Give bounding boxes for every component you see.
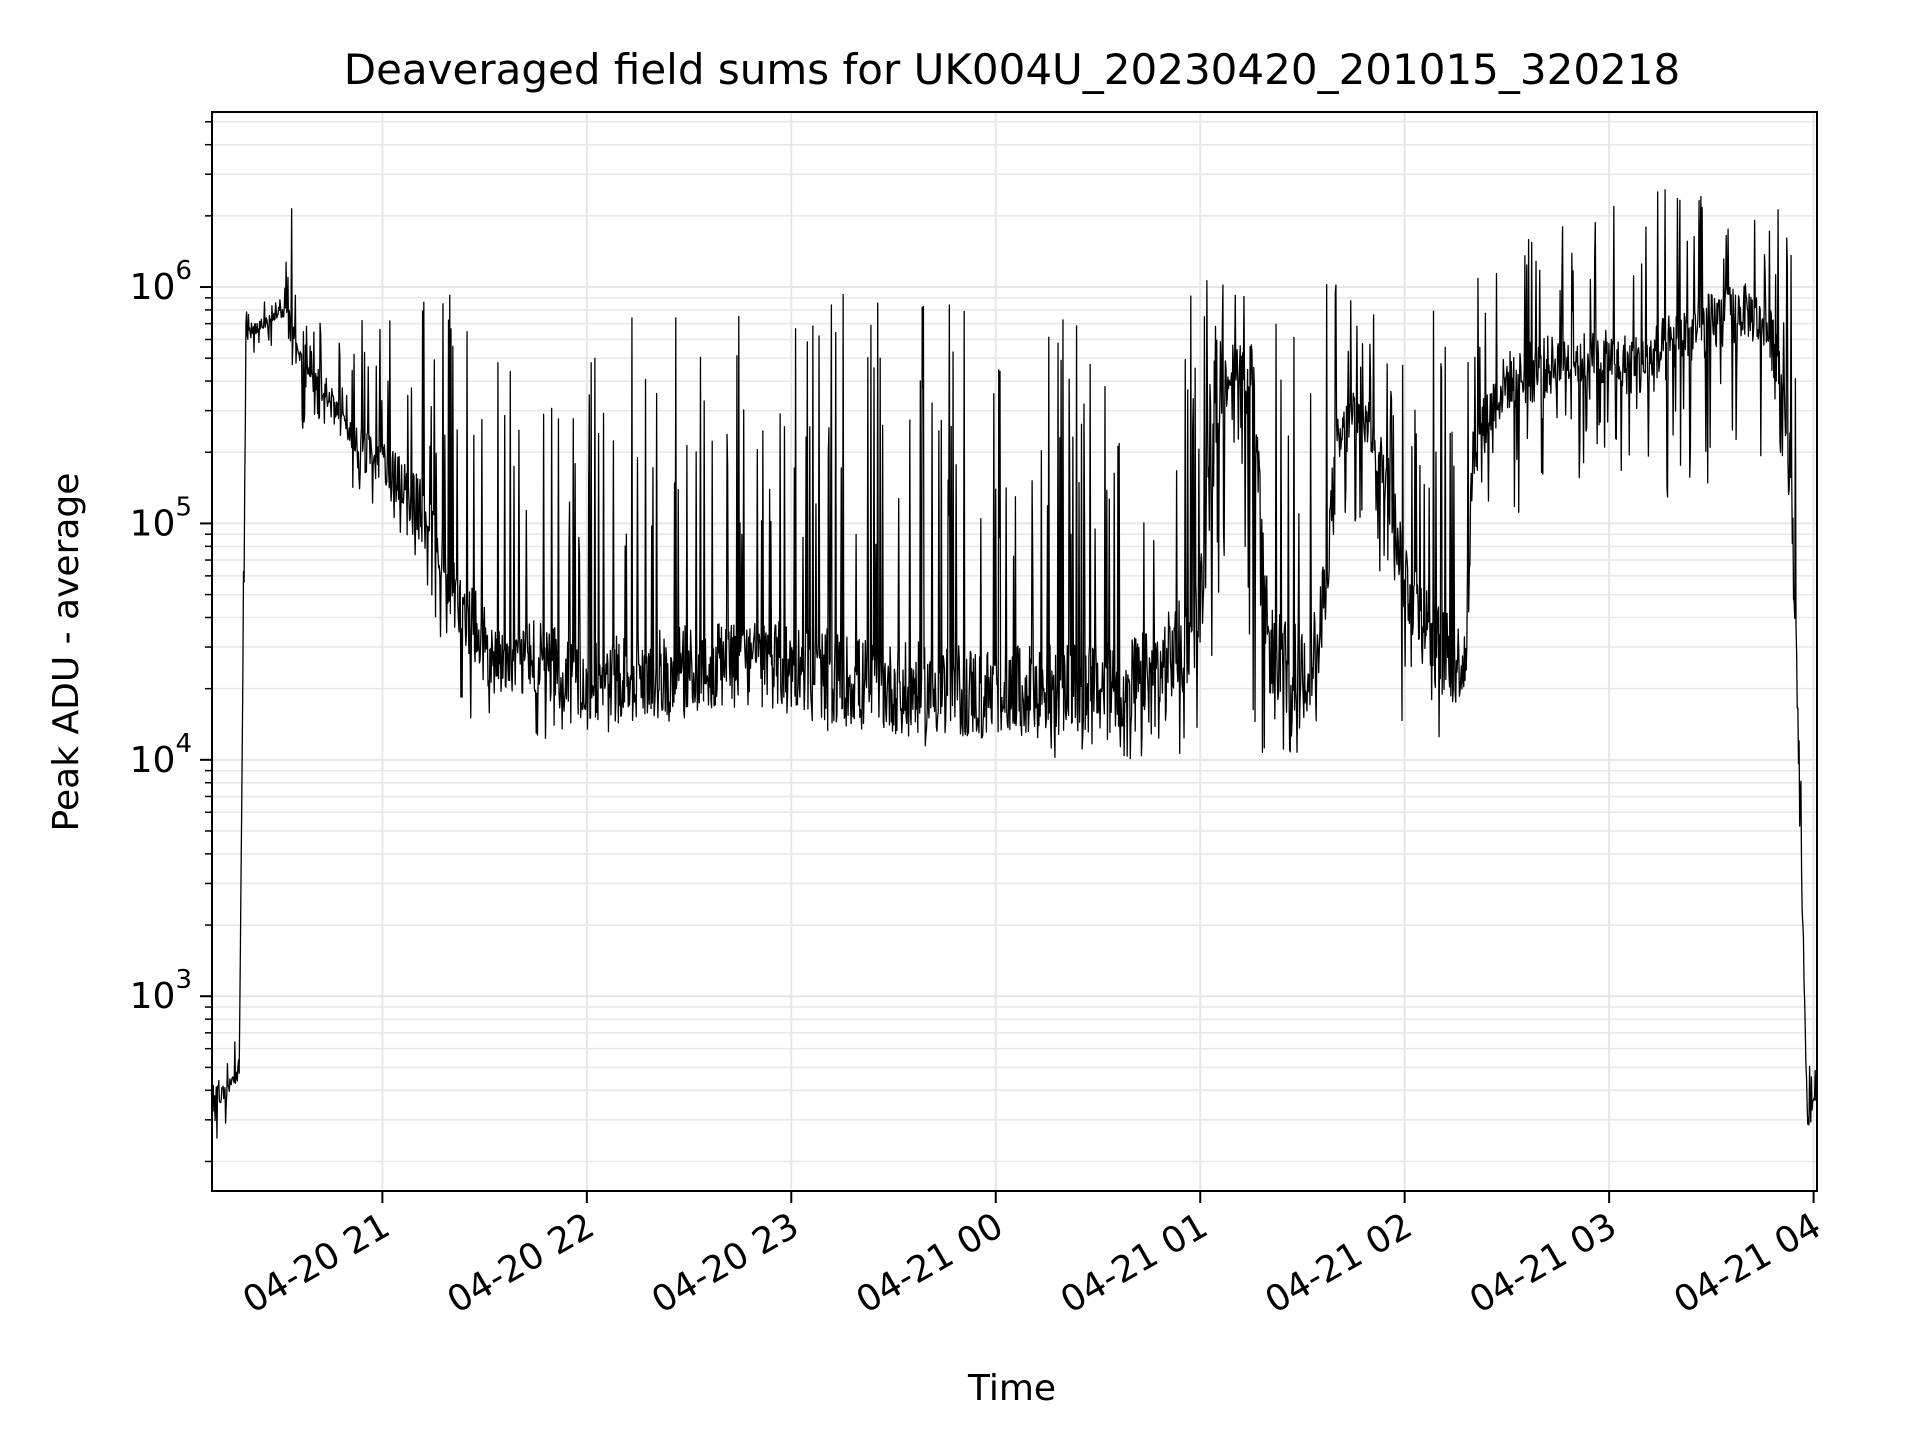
y-tick-exponent: 4 <box>175 729 192 759</box>
x-tick-label: 04-21 02 <box>1259 1205 1420 1321</box>
y-axis-label: Peak ADU - average <box>46 473 87 832</box>
plot-area <box>211 189 1818 1139</box>
y-tick-label: 106 <box>130 256 192 308</box>
y-tick-exponent: 3 <box>175 965 192 995</box>
x-tick-label: 04-21 00 <box>850 1205 1011 1321</box>
x-tick-label: 04-20 23 <box>645 1205 806 1321</box>
y-tick-label: 104 <box>130 729 192 781</box>
y-tick-label: 105 <box>130 492 192 544</box>
x-axis-ticks: 04-20 21 04-20 22 04-20 23 04-21 00 04-21 01… <box>236 1191 1828 1322</box>
x-axis-label: Time <box>967 1368 1056 1409</box>
x-tick-label: 04-20 22 <box>441 1205 602 1321</box>
y-tick-exponent: 5 <box>175 492 192 522</box>
x-tick-label: 04-21 01 <box>1054 1205 1215 1321</box>
axes-frame <box>211 111 1818 1192</box>
x-tick-label: 04-21 03 <box>1463 1205 1624 1321</box>
x-tick-label: 04-21 04 <box>1667 1205 1828 1321</box>
chart-title: Deaveraged field sums for UK004U_2023042… <box>344 45 1680 94</box>
y-axis-ticks: 103 104 105 106 <box>130 121 212 1163</box>
series-line-peak-adu <box>211 189 1818 1139</box>
y-tick-label: 103 <box>130 965 192 1017</box>
major-gridlines <box>212 112 1817 1191</box>
x-tick-label: 04-20 21 <box>236 1205 397 1321</box>
y-tick-exponent: 6 <box>175 256 192 286</box>
